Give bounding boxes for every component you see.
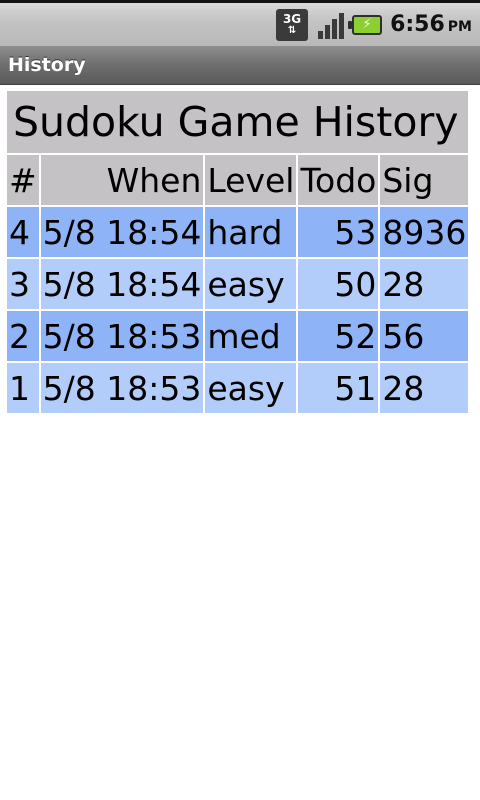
title-bar: History xyxy=(0,46,480,85)
cell-sig: 28 xyxy=(380,259,469,309)
cell-number: 4 xyxy=(7,207,39,257)
caption-row: Sudoku Game History xyxy=(7,91,469,153)
header-row: # When Level Todo Sig xyxy=(7,155,469,205)
cell-todo: 51 xyxy=(298,363,379,413)
cell-when: 5/8 18:54 xyxy=(40,259,204,309)
network-type-label: 3G xyxy=(282,11,302,26)
window-title: History xyxy=(8,54,86,76)
column-header-when: When xyxy=(40,155,204,205)
cell-todo: 52 xyxy=(298,311,379,361)
cell-sig: 56 xyxy=(380,311,469,361)
cell-level: hard xyxy=(205,207,297,257)
cell-todo: 53 xyxy=(298,207,379,257)
cell-sig: 28 xyxy=(380,363,469,413)
status-clock: 6:56 PM xyxy=(390,12,472,37)
cell-number: 3 xyxy=(7,259,39,309)
history-table: Sudoku Game History # When Level Todo Si… xyxy=(5,89,470,415)
column-header-number: # xyxy=(7,155,39,205)
column-header-sig: Sig xyxy=(380,155,469,205)
column-header-level: Level xyxy=(205,155,297,205)
3g-icon: 3G ⇅ xyxy=(276,8,309,41)
data-arrows-icon: ⇅ xyxy=(287,24,297,36)
table-row[interactable]: 1 5/8 18:53 easy 51 28 xyxy=(7,363,469,413)
cell-when: 5/8 18:53 xyxy=(40,311,204,361)
cell-sig: 8936 xyxy=(380,207,469,257)
cell-level: med xyxy=(205,311,297,361)
table-row[interactable]: 4 5/8 18:54 hard 53 8936 xyxy=(7,207,469,257)
clock-ampm: PM xyxy=(447,19,472,35)
table-caption: Sudoku Game History xyxy=(7,91,469,153)
cell-level: easy xyxy=(205,363,297,413)
clock-time: 6:56 xyxy=(390,12,445,37)
cell-when: 5/8 18:53 xyxy=(40,363,204,413)
cell-number: 1 xyxy=(7,363,39,413)
column-header-todo: Todo xyxy=(298,155,379,205)
table-row[interactable]: 2 5/8 18:53 med 52 56 xyxy=(7,311,469,361)
cell-todo: 50 xyxy=(298,259,379,309)
signal-icon xyxy=(314,9,346,41)
cell-level: easy xyxy=(205,259,297,309)
table-row[interactable]: 3 5/8 18:54 easy 50 28 xyxy=(7,259,469,309)
battery-charging-icon: ⚡ xyxy=(348,14,383,35)
cell-number: 2 xyxy=(7,311,39,361)
cell-when: 5/8 18:54 xyxy=(40,207,204,257)
status-bar: 3G ⇅ ⚡ 6:56 PM xyxy=(0,0,480,46)
